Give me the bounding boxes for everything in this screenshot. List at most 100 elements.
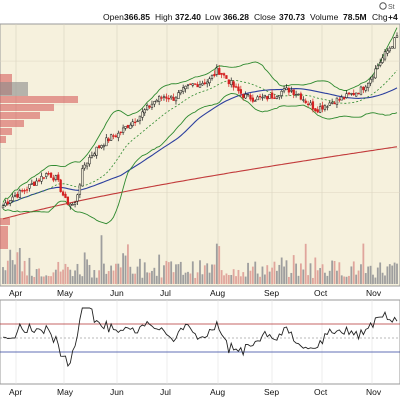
volume-bar	[175, 264, 177, 284]
candle-body	[170, 95, 173, 99]
volume-bar	[110, 265, 113, 284]
volume-bar	[350, 266, 353, 284]
volume-bar	[179, 261, 182, 284]
candle-body	[66, 196, 70, 205]
candle-body	[45, 173, 48, 177]
candle-body	[302, 99, 305, 101]
volume-bar	[42, 276, 45, 284]
volume-bar	[388, 264, 391, 284]
price-by-volume-zones	[0, 74, 78, 249]
candle-body	[386, 50, 389, 54]
volume-bar	[352, 261, 355, 284]
volume-bar	[69, 269, 72, 284]
volume-bar	[167, 262, 170, 284]
volume-bar	[139, 258, 141, 284]
volume-bar	[304, 243, 307, 284]
candle-body	[330, 101, 334, 104]
candle-body	[186, 84, 190, 86]
volume-bar	[338, 262, 341, 284]
volume-bar	[225, 273, 228, 284]
volume-bar	[393, 262, 396, 284]
volume-bar	[86, 259, 88, 284]
month-label-may-2: May	[57, 387, 74, 397]
candle-body	[143, 109, 146, 114]
month-label-apr: Apr	[9, 288, 22, 298]
volume-bar	[290, 272, 293, 284]
candle-body	[357, 92, 360, 95]
candle-body	[42, 177, 45, 179]
close-value: 370.73	[279, 12, 305, 22]
volume-bar	[336, 270, 338, 284]
candle-body	[239, 89, 242, 94]
candle-body	[215, 67, 218, 75]
volume-bar	[326, 275, 329, 284]
volume-bar	[146, 272, 149, 284]
volume-bar	[184, 272, 187, 284]
volume-bar	[386, 266, 389, 284]
candle-body	[222, 73, 226, 76]
volume-bar	[251, 266, 254, 284]
volume-bar	[107, 271, 110, 284]
candle-body	[73, 202, 77, 205]
candle-body	[141, 111, 144, 118]
candle-body	[278, 95, 281, 98]
candle-body	[220, 72, 223, 75]
candle-body	[395, 35, 399, 38]
month-axis-price: Apr May Jun Jul Aug Sep Oct Nov	[9, 288, 382, 298]
volume-bar	[348, 275, 350, 284]
volume-bar	[297, 275, 300, 284]
volume-bar	[103, 263, 105, 284]
chg-value: +4	[388, 12, 398, 22]
candle-body	[258, 95, 262, 98]
volume-bar	[21, 271, 24, 284]
month-label-jun: Jun	[110, 288, 124, 298]
candle-body	[177, 92, 180, 99]
candle-body	[64, 193, 67, 198]
candle-body	[203, 82, 206, 85]
volume-bar	[115, 263, 117, 284]
volume-bar	[362, 243, 365, 284]
candle-body	[37, 179, 41, 182]
candle-body	[52, 177, 55, 181]
candle-body	[83, 164, 86, 169]
candle-body	[198, 83, 202, 88]
candle-body	[150, 103, 154, 108]
volume-bar	[45, 275, 48, 284]
volume-bar	[283, 266, 285, 284]
volume-bar	[220, 270, 223, 284]
month-label-sep: Sep	[264, 288, 279, 298]
month-label-oct: Oct	[314, 288, 328, 298]
candle-body	[1, 205, 5, 209]
candle-body	[201, 83, 204, 86]
volume-bar	[391, 265, 394, 284]
candle-body	[342, 97, 346, 100]
volume-bar	[88, 264, 91, 284]
candle-body	[359, 86, 363, 96]
volume-bar	[18, 248, 21, 284]
candle-body	[78, 184, 82, 195]
candle-body	[6, 201, 9, 204]
candle-body	[49, 172, 53, 178]
volume-bar	[189, 273, 192, 284]
candle-body	[364, 86, 367, 91]
volume-bar	[268, 271, 271, 284]
high-value: 372.40	[175, 12, 201, 22]
volume-bar	[211, 264, 213, 284]
candle-body	[318, 106, 322, 113]
price-by-volume-zone	[0, 96, 78, 103]
candle-body	[93, 153, 96, 157]
volume-bar	[316, 270, 319, 284]
candle-body	[129, 124, 132, 129]
candle-body	[287, 87, 291, 93]
volume-bar	[177, 264, 180, 284]
candle-body	[54, 175, 58, 180]
candle-body	[304, 100, 307, 104]
candle-body	[184, 85, 187, 90]
price-by-volume-zone	[0, 120, 24, 127]
volume-bar	[319, 268, 322, 284]
volume-bar	[95, 277, 98, 284]
volume-bar	[16, 252, 19, 284]
volume-bar	[187, 271, 189, 284]
candle-body	[172, 97, 175, 101]
